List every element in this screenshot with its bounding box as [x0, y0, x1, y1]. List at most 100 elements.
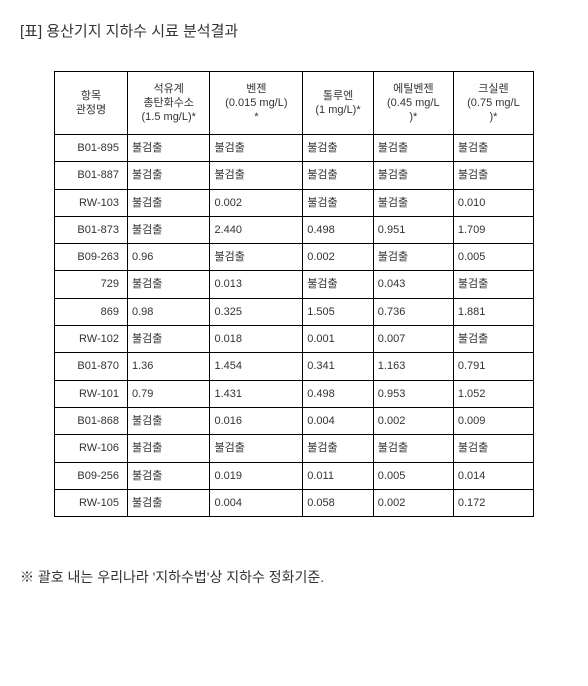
cell-value: 0.010 [453, 189, 533, 216]
col-header-xylene: 크실렌(0.75 mg/L)* [453, 72, 533, 135]
col-header-benzene: 벤젠(0.015 mg/L)* [210, 72, 303, 135]
table-row: B01-873불검출2.4400.4980.9511.709 [55, 216, 534, 243]
cell-value: 불검출 [210, 435, 303, 462]
cell-value: 불검출 [303, 435, 374, 462]
row-label: B01-873 [55, 216, 128, 243]
cell-value: 불검출 [373, 244, 453, 271]
table-row: RW-102불검출0.0180.0010.007불검출 [55, 326, 534, 353]
col-header-ethylbenzene: 에틸벤젠(0.45 mg/L)* [373, 72, 453, 135]
table-row: 729불검출0.013불검출0.043불검출 [55, 271, 534, 298]
cell-value: 불검출 [128, 271, 210, 298]
table-row: B01-887불검출불검출불검출불검출불검출 [55, 162, 534, 189]
cell-value: 불검출 [210, 162, 303, 189]
col-header-tph: 석유계총탄화수소(1.5 mg/L)* [128, 72, 210, 135]
cell-value: 0.013 [210, 271, 303, 298]
cell-value: 불검출 [128, 435, 210, 462]
cell-value: 0.011 [303, 462, 374, 489]
cell-value: 0.005 [453, 244, 533, 271]
row-label: RW-103 [55, 189, 128, 216]
row-label: B09-256 [55, 462, 128, 489]
cell-value: 0.058 [303, 489, 374, 516]
cell-value: 0.007 [373, 326, 453, 353]
cell-value: 불검출 [128, 162, 210, 189]
cell-value: 0.005 [373, 462, 453, 489]
cell-value: 0.014 [453, 462, 533, 489]
cell-value: 0.009 [453, 407, 533, 434]
cell-value: 불검출 [453, 271, 533, 298]
table-body: B01-895불검출불검출불검출불검출불검출B01-887불검출불검출불검출불검… [55, 135, 534, 517]
cell-value: 1.431 [210, 380, 303, 407]
cell-value: 0.016 [210, 407, 303, 434]
cell-value: 2.440 [210, 216, 303, 243]
cell-value: 0.002 [373, 489, 453, 516]
analysis-table: 항목관정명 석유계총탄화수소(1.5 mg/L)* 벤젠(0.015 mg/L)… [54, 71, 534, 517]
table-row: B01-895불검출불검출불검출불검출불검출 [55, 135, 534, 162]
cell-value: 불검출 [128, 326, 210, 353]
page-title: [표] 용산기지 지하수 시료 분석결과 [20, 20, 568, 41]
table-row: RW-1010.791.4310.4980.9531.052 [55, 380, 534, 407]
cell-value: 불검출 [303, 271, 374, 298]
cell-value: 불검출 [303, 189, 374, 216]
cell-value: 불검출 [453, 326, 533, 353]
cell-value: 0.79 [128, 380, 210, 407]
table-container: 항목관정명 석유계총탄화수소(1.5 mg/L)* 벤젠(0.015 mg/L)… [20, 71, 568, 517]
table-row: B09-2630.96불검출0.002불검출0.005 [55, 244, 534, 271]
cell-value: 불검출 [128, 189, 210, 216]
cell-value: 불검출 [373, 162, 453, 189]
row-label: RW-101 [55, 380, 128, 407]
cell-value: 0.98 [128, 298, 210, 325]
cell-value: 1.454 [210, 353, 303, 380]
cell-value: 불검출 [128, 462, 210, 489]
cell-value: 0.736 [373, 298, 453, 325]
row-label: B09-263 [55, 244, 128, 271]
row-label: RW-105 [55, 489, 128, 516]
col-header-toluene: 톨루엔(1 mg/L)* [303, 72, 374, 135]
cell-value: 불검출 [303, 162, 374, 189]
cell-value: 0.325 [210, 298, 303, 325]
cell-value: 0.043 [373, 271, 453, 298]
cell-value: 0.498 [303, 216, 374, 243]
cell-value: 0.019 [210, 462, 303, 489]
cell-value: 불검출 [128, 489, 210, 516]
row-label: RW-106 [55, 435, 128, 462]
footnote: ※ 괄호 내는 우리나라 '지하수법'상 지하수 정화기준. [20, 567, 568, 587]
cell-value: 1.36 [128, 353, 210, 380]
table-row: B01-868불검출0.0160.0040.0020.009 [55, 407, 534, 434]
cell-value: 0.002 [303, 244, 374, 271]
row-label: B01-870 [55, 353, 128, 380]
cell-value: 0.341 [303, 353, 374, 380]
cell-value: 불검출 [373, 435, 453, 462]
cell-value: 불검출 [453, 162, 533, 189]
cell-value: 1.881 [453, 298, 533, 325]
cell-value: 불검출 [303, 135, 374, 162]
row-label: B01-887 [55, 162, 128, 189]
row-label: 869 [55, 298, 128, 325]
cell-value: 0.004 [210, 489, 303, 516]
cell-value: 0.004 [303, 407, 374, 434]
cell-value: 0.018 [210, 326, 303, 353]
cell-value: 불검출 [373, 135, 453, 162]
cell-value: 불검출 [128, 407, 210, 434]
cell-value: 불검출 [210, 244, 303, 271]
table-row: B09-256불검출0.0190.0110.0050.014 [55, 462, 534, 489]
cell-value: 0.001 [303, 326, 374, 353]
cell-value: 1.505 [303, 298, 374, 325]
table-header-row: 항목관정명 석유계총탄화수소(1.5 mg/L)* 벤젠(0.015 mg/L)… [55, 72, 534, 135]
table-row: RW-103불검출0.002불검출불검출0.010 [55, 189, 534, 216]
row-label: 729 [55, 271, 128, 298]
cell-value: 불검출 [128, 135, 210, 162]
cell-value: 불검출 [210, 135, 303, 162]
cell-value: 불검출 [453, 435, 533, 462]
cell-value: 0.002 [373, 407, 453, 434]
table-row: RW-106불검출불검출불검출불검출불검출 [55, 435, 534, 462]
cell-value: 0.002 [210, 189, 303, 216]
cell-value: 1.709 [453, 216, 533, 243]
cell-value: 불검출 [453, 135, 533, 162]
cell-value: 0.172 [453, 489, 533, 516]
cell-value: 1.052 [453, 380, 533, 407]
cell-value: 1.163 [373, 353, 453, 380]
row-label: B01-868 [55, 407, 128, 434]
table-row: 8690.980.3251.5050.7361.881 [55, 298, 534, 325]
cell-value: 0.96 [128, 244, 210, 271]
cell-value: 불검출 [128, 216, 210, 243]
